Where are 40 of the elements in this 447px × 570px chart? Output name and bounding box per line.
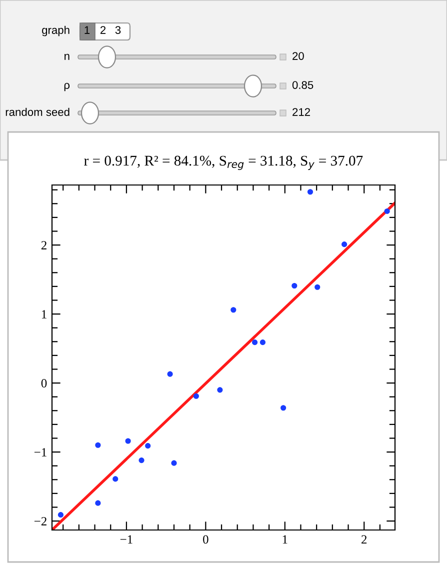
y-tick-label: 2 <box>41 241 46 250</box>
x-tick-label: 1 <box>282 535 288 544</box>
point <box>167 371 173 377</box>
y-tick-label: 0 <box>41 379 47 388</box>
point <box>138 458 144 464</box>
x-tick-label: 0 <box>203 535 208 544</box>
point <box>58 512 64 518</box>
x-tick-label: −1 <box>120 535 132 544</box>
text: ρ <box>64 82 70 92</box>
point <box>260 340 266 346</box>
text: 212 <box>292 108 310 116</box>
text: 1 <box>84 26 90 34</box>
point <box>95 442 101 448</box>
point <box>125 438 131 444</box>
point <box>384 208 390 214</box>
point <box>95 500 101 506</box>
y-tick-label: −2 <box>34 517 46 526</box>
point <box>314 284 320 290</box>
text: n <box>64 54 70 60</box>
point <box>342 242 348 248</box>
text: random seed <box>6 108 70 116</box>
text: 2 <box>100 26 106 34</box>
point <box>145 443 151 449</box>
y-tick-label: 1 <box>42 310 46 318</box>
point <box>292 282 298 289</box>
point <box>217 387 223 393</box>
point <box>280 405 286 411</box>
text: 3 <box>115 26 121 34</box>
point <box>307 189 314 195</box>
point <box>171 460 177 466</box>
point <box>230 307 236 313</box>
x-tick-label: 2 <box>362 535 367 544</box>
text: 0.85 <box>292 81 314 89</box>
point <box>112 476 118 482</box>
y-tick-label: −1 <box>34 448 46 456</box>
point <box>193 393 199 399</box>
chart-title: r = 0.917, R² = 84.1%, S$_{reg}$ = 31.18, S$_{y}$ = 37.07 <box>84 156 363 170</box>
point <box>252 340 258 346</box>
text: 20 <box>292 52 304 60</box>
text: graph <box>42 26 70 36</box>
